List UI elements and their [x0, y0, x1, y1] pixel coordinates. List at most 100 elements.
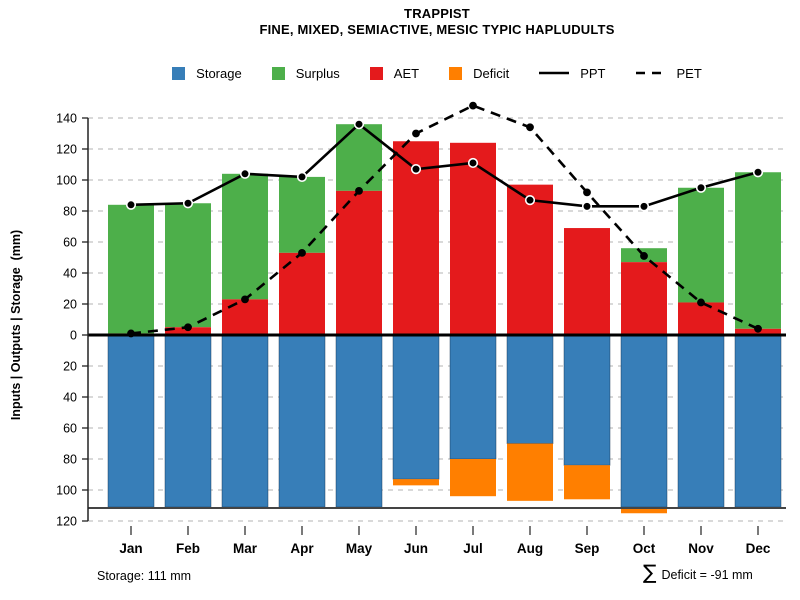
surplus-bar: [165, 203, 211, 328]
pet-point: [583, 188, 591, 197]
y-tick-label: 60: [63, 422, 77, 436]
sigma-symbol: ∑: [643, 560, 657, 584]
y-tick-label: 20: [63, 360, 77, 374]
storage-annotation: Storage: 111 mm: [97, 569, 192, 583]
storage-bar: [164, 334, 212, 508]
ppt-point: [524, 195, 536, 206]
x-tick-label: May: [346, 541, 373, 556]
deficit-sum-annotation: ∑ Deficit = -91 mm: [643, 562, 753, 582]
legend-label: AET: [393, 65, 420, 81]
deficit-bar: [621, 507, 667, 514]
legend-swatch-icon: [271, 66, 285, 80]
deficit-bar: [393, 479, 439, 486]
aet-bar: [222, 299, 268, 335]
surplus-bar: [108, 204, 154, 334]
ppt-point: [581, 201, 593, 212]
surplus-bar: [735, 172, 781, 329]
storage-bar: [563, 334, 611, 466]
y-tick-label: 40: [63, 267, 77, 281]
legend-label: Surplus: [295, 65, 340, 81]
y-tick-label: 100: [56, 484, 77, 498]
x-tick-label: Dec: [746, 541, 771, 556]
chart-subtitle: FINE, MIXED, SEMIACTIVE, MESIC TYPIC HAP…: [259, 22, 615, 37]
pet-point: [640, 252, 648, 260]
legend-item-surplus: Surplus: [271, 65, 340, 81]
legend-swatch-icon: [172, 66, 186, 80]
ppt-point: [695, 182, 707, 193]
ppt-point: [182, 198, 194, 209]
y-tick-label: 20: [63, 298, 77, 312]
storage-bar: [221, 334, 269, 508]
aet-bar: [564, 228, 610, 335]
ppt-point: [296, 171, 308, 182]
pet-point: [184, 323, 192, 332]
ppt-point: [752, 167, 764, 178]
chart-title: TRAPPIST: [404, 6, 470, 21]
x-tick-label: Aug: [517, 541, 543, 556]
y-tick-label: 0: [70, 329, 77, 343]
y-tick-label: 120: [56, 143, 77, 157]
y-tick-label: 120: [56, 515, 77, 529]
deficit-bar: [450, 459, 496, 497]
x-tick-label: Feb: [176, 541, 200, 556]
ppt-point: [239, 168, 251, 179]
ppt-point: [353, 119, 365, 130]
storage-bar: [107, 334, 155, 508]
ppt-point: [410, 164, 422, 175]
storage-bar: [449, 334, 497, 460]
x-tick-label: Apr: [290, 541, 314, 556]
aet-bar: [507, 184, 553, 335]
x-tick-label: Jan: [119, 541, 142, 556]
legend-label: Deficit: [473, 65, 510, 81]
legend-line-icon: [635, 71, 666, 75]
legend-line-icon: [539, 71, 570, 75]
pet-point: [697, 298, 705, 307]
deficit-bar: [564, 465, 610, 500]
ppt-point: [638, 201, 650, 212]
deficit-sum-text: Deficit = -91 mm: [661, 568, 753, 582]
surplus-bar: [336, 124, 382, 191]
legend-item-aet: AET: [369, 65, 420, 81]
storage-bar: [278, 334, 326, 508]
pet-point: [526, 123, 534, 132]
aet-bar: [621, 262, 667, 335]
y-tick-label: 80: [63, 205, 77, 219]
y-tick-label: 100: [56, 174, 77, 188]
storage-bar: [734, 334, 782, 508]
ppt-line: [130, 122, 759, 208]
pet-point: [355, 186, 363, 195]
legend-item-ppt: PPT: [539, 65, 606, 81]
pet-line: [130, 104, 759, 335]
x-tick-label: Oct: [633, 541, 656, 556]
y-tick-label: 60: [63, 236, 77, 250]
x-tick-label: Nov: [688, 541, 714, 556]
pet-point: [127, 329, 135, 338]
legend: Storage Surplus AET Deficit PPT PET: [88, 62, 786, 84]
y-tick-label: 40: [63, 391, 77, 405]
aet-bar: [336, 190, 382, 335]
legend-item-deficit: Deficit: [449, 66, 509, 81]
aet-bar: [678, 302, 724, 335]
legend-swatch-icon: [449, 66, 463, 80]
legend-item-pet: PET: [635, 65, 702, 81]
x-tick-label: Jun: [404, 541, 428, 556]
x-tick-label: Jul: [463, 541, 483, 556]
deficit-bar: [507, 443, 553, 501]
y-tick-label: 80: [63, 453, 77, 467]
surplus-bar: [222, 173, 268, 300]
ppt-point: [467, 157, 479, 169]
pet-point: [469, 101, 477, 110]
legend-swatch-icon: [369, 66, 383, 80]
pet-point: [754, 324, 762, 333]
pet-point: [241, 295, 249, 304]
storage-bar: [620, 334, 668, 508]
surplus-bar: [678, 187, 724, 303]
legend-label: PPT: [580, 65, 606, 81]
storage-bar: [335, 334, 383, 508]
storage-bar: [506, 334, 554, 444]
pet-point: [412, 129, 420, 138]
legend-label: Storage: [196, 65, 242, 81]
legend-label: PET: [676, 65, 702, 81]
